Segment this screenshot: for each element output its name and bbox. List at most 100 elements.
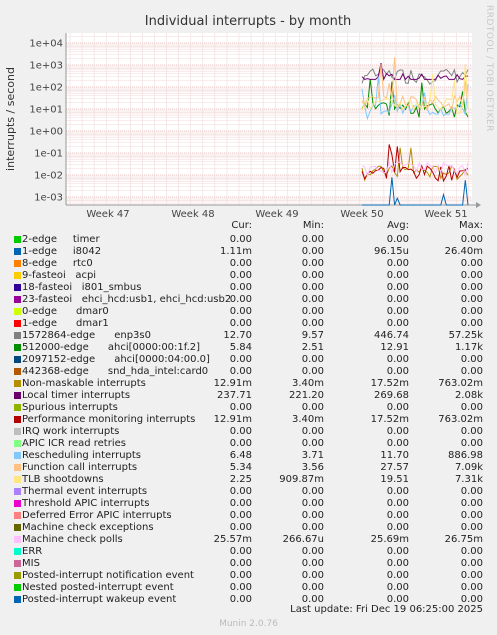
legend-value-max: 0.00 <box>460 258 483 269</box>
legend-row: Machine check exceptions 0.00 0.00 0.00 0.00 <box>0 522 497 534</box>
legend-value-cur: 0.00 <box>229 438 252 449</box>
legend-value-cur: 0.00 <box>229 282 252 293</box>
legend-value-max: 763.02m <box>438 378 483 389</box>
legend-value-min: 3.40m <box>291 378 324 389</box>
legend-value-avg: 0.00 <box>386 426 409 437</box>
legend-value-min: 0.00 <box>301 426 324 437</box>
legend-swatch <box>14 308 21 315</box>
y-tick-label: 1e+02 <box>29 83 63 94</box>
legend-value-min: 0.00 <box>301 546 324 557</box>
legend-value-avg: 0.00 <box>386 402 409 413</box>
legend-value-max: 26.75m <box>444 534 483 545</box>
legend-value-avg: 0.00 <box>386 306 409 317</box>
legend-value-cur: 0.00 <box>229 234 252 245</box>
legend-value-avg: 17.52m <box>370 378 409 389</box>
legend-row: Deferred Error APIC interrupts 0.00 0.00 0.… <box>0 510 497 522</box>
rrdtool-credit: RRDTOOL / TOBI OETIKER <box>484 5 494 132</box>
legend-value-max: 0.00 <box>460 498 483 509</box>
legend-row: Non-maskable interrupts 12.91m 3.40m 17.52m… <box>0 378 497 390</box>
legend-value-min: 0.00 <box>301 522 324 533</box>
legend-swatch <box>14 272 21 279</box>
series-line <box>361 78 469 118</box>
legend-series-name: MIS <box>22 558 40 569</box>
legend-value-avg: 0.00 <box>386 522 409 533</box>
legend-swatch <box>14 584 21 591</box>
legend-value-cur: 0.00 <box>229 522 252 533</box>
legend-value-cur: 0.00 <box>229 510 252 521</box>
legend-value-max: 0.00 <box>460 294 483 305</box>
legend-value-max: 0.00 <box>460 234 483 245</box>
legend-series-name: 1572864-edge enp3s0 <box>22 330 151 341</box>
legend-swatch <box>14 404 21 411</box>
legend-value-max: 7.31k <box>454 474 483 485</box>
legend-value-cur: 0.00 <box>229 486 252 497</box>
legend-swatch <box>14 452 21 459</box>
series-line <box>361 57 469 113</box>
legend-value-cur: 0.00 <box>229 366 252 377</box>
legend-row: 1-edge dmar1 0.00 0.00 0.00 0.00 <box>0 318 497 330</box>
legend-series-name: 8-edge rtc0 <box>22 258 93 269</box>
legend-row: TLB shootdowns 2.25 909.87m 19.51 7.31k <box>0 474 497 486</box>
legend-value-avg: 27.57 <box>380 462 409 473</box>
legend-value-avg: 0.00 <box>386 546 409 557</box>
legend-series-name: ERR <box>22 546 43 557</box>
legend-value-max: 0.00 <box>460 318 483 329</box>
legend-value-avg: 0.00 <box>386 558 409 569</box>
legend-series-name: 18-fasteoi i801_smbus <box>22 282 142 293</box>
y-tick-label: 1e+01 <box>29 105 63 116</box>
legend-value-cur: 237.71 <box>217 390 252 401</box>
legend-row: 8-edge rtc0 0.00 0.00 0.00 0.00 <box>0 258 497 270</box>
legend-value-max: 0.00 <box>460 438 483 449</box>
legend-value-avg: 269.68 <box>374 390 409 401</box>
x-axis-arrow <box>476 202 481 208</box>
last-update: Last update: Fri Dec 19 06:25:00 2025 <box>290 604 483 615</box>
chart: 1e-03 1e-02 1e-01 1e+00 1e+01 1e+02 1e+03 1e+04… <box>4 14 481 220</box>
legend-value-cur: 0.00 <box>229 498 252 509</box>
legend-series-name: TLB shootdowns <box>22 474 104 485</box>
legend-row: Nested posted-interrupt event 0.00 0.00 0.0… <box>0 582 497 594</box>
legend-swatch <box>14 368 21 375</box>
x-tick-label: Week 51 <box>424 209 467 220</box>
legend-swatch <box>14 416 21 423</box>
legend-value-min: 3.56 <box>301 462 324 473</box>
legend-value-cur: 0.00 <box>229 354 252 365</box>
series-line <box>362 177 469 206</box>
legend-value-cur: 0.00 <box>229 318 252 329</box>
legend-series-name: APIC ICR read retries <box>22 438 126 449</box>
legend-value-min: 266.67u <box>282 534 324 545</box>
legend-value-cur: 0.00 <box>229 306 252 317</box>
legend-series-name: Machine check polls <box>22 534 123 545</box>
legend-series-name: Posted-interrupt notification event <box>22 570 194 581</box>
legend-value-min: 0.00 <box>301 594 324 605</box>
legend-value-avg: 0.00 <box>386 486 409 497</box>
legend-row: ERR 0.00 0.00 0.00 0.00 <box>0 546 497 558</box>
y-tick-label: 1e+03 <box>29 61 63 72</box>
legend-value-avg: 11.70 <box>380 450 409 461</box>
legend-series-name: Nested posted-interrupt event <box>22 582 174 593</box>
legend-value-cur: 5.34 <box>229 462 252 473</box>
legend-row: Spurious interrupts 0.00 0.00 0.00 0.00 <box>0 402 497 414</box>
legend-value-avg: 0.00 <box>386 234 409 245</box>
legend-value-avg: 446.74 <box>374 330 409 341</box>
series-line <box>361 63 469 82</box>
legend-value-avg: 0.00 <box>386 318 409 329</box>
legend-value-min: 0.00 <box>301 510 324 521</box>
legend-value-avg: 96.15u <box>374 246 409 257</box>
legend-swatch <box>14 560 21 567</box>
x-tick-label: Week 48 <box>171 209 214 220</box>
legend-row: IRQ work interrupts 0.00 0.00 0.00 0.00 <box>0 426 497 438</box>
legend-value-avg: 0.00 <box>386 366 409 377</box>
legend-swatch <box>14 512 21 519</box>
legend-swatch <box>14 428 21 435</box>
legend-value-cur: 1.11m <box>219 246 252 257</box>
munin-version: Munin 2.0.76 <box>219 619 278 629</box>
legend-value-max: 57.25k <box>448 330 483 341</box>
legend-value-min: 3.71 <box>301 450 324 461</box>
legend-row: APIC ICR read retries 0.00 0.00 0.00 0.00 <box>0 438 497 450</box>
legend-row: Posted-interrupt notification event 0.00 0… <box>0 570 497 582</box>
legend-swatch <box>14 236 21 243</box>
legend-value-avg: 0.00 <box>386 354 409 365</box>
legend-series-name: 2097152-edge ahci[0000:04:00.0] <box>22 354 210 365</box>
legend-value-avg: 0.00 <box>386 270 409 281</box>
legend-value-min: 0.00 <box>301 318 324 329</box>
